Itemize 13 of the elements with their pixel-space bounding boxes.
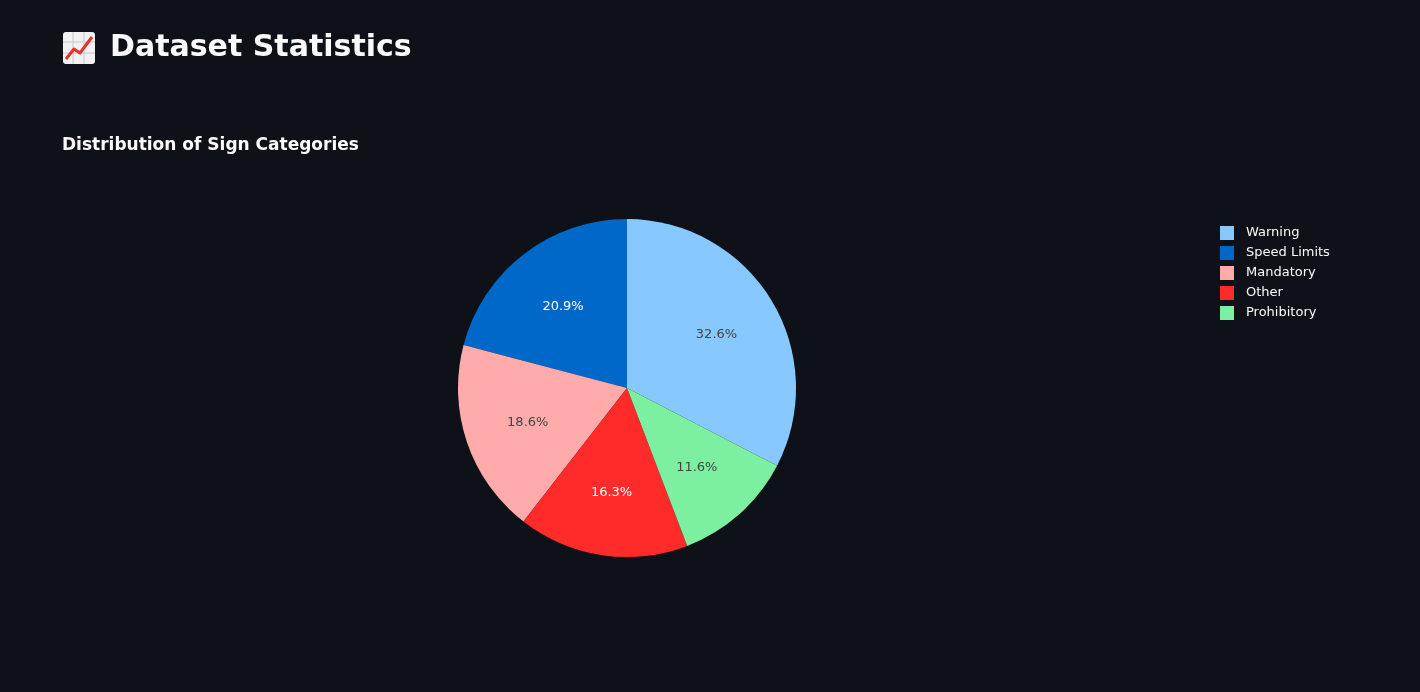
- data-label: 20.9%: [542, 297, 584, 313]
- data-label: 18.6%: [507, 414, 549, 430]
- legend-label: Prohibitory: [1246, 304, 1317, 319]
- data-label: 11.6%: [676, 458, 718, 474]
- text: Distribution of Sign Categories: [62, 134, 359, 154]
- pie-slice: [463, 219, 627, 388]
- legend-label: Warning: [1246, 224, 1300, 239]
- data-label: 32.6%: [695, 326, 738, 342]
- legend-label: Mandatory: [1246, 264, 1316, 279]
- chart-title: Dataset Statistics: [110, 28, 412, 63]
- data-label: 16.3%: [590, 484, 633, 500]
- legend-label: Other: [1246, 284, 1283, 299]
- legend-label: Speed Limits: [1246, 244, 1330, 259]
